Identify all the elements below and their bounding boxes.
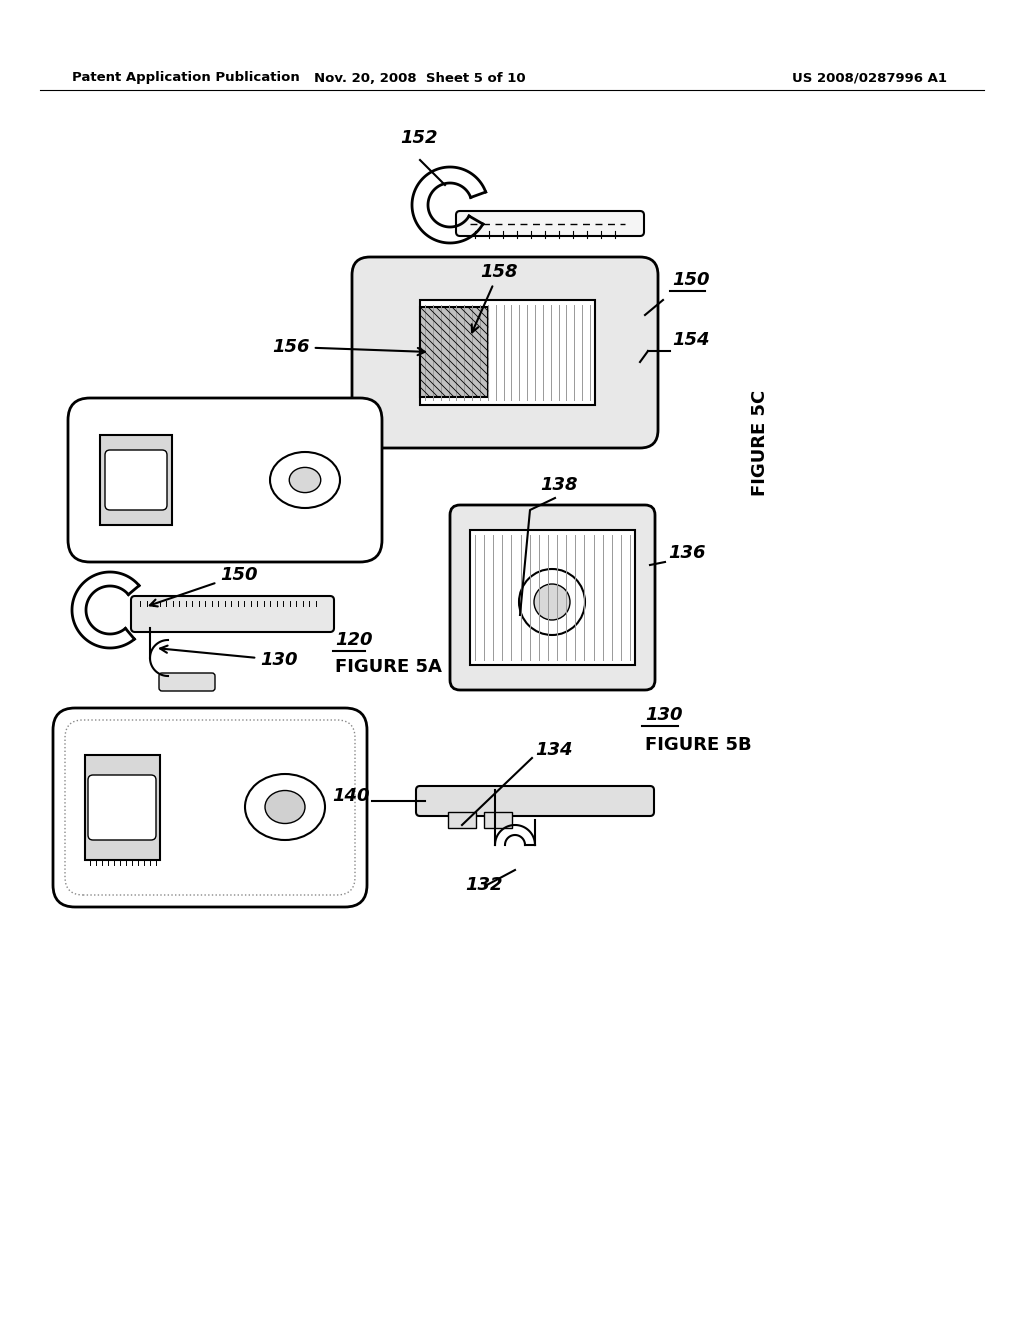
- FancyBboxPatch shape: [88, 775, 156, 840]
- Bar: [420, 300, 595, 405]
- Bar: [85, 755, 160, 861]
- Text: 130: 130: [160, 645, 298, 669]
- Text: 154: 154: [672, 331, 710, 348]
- Text: 130: 130: [645, 706, 683, 723]
- Text: 132: 132: [465, 876, 503, 894]
- Ellipse shape: [245, 774, 325, 840]
- FancyBboxPatch shape: [131, 597, 334, 632]
- Text: 150: 150: [672, 271, 710, 289]
- Text: Patent Application Publication: Patent Application Publication: [72, 71, 300, 84]
- FancyBboxPatch shape: [68, 399, 382, 562]
- Bar: [449, 812, 476, 828]
- Text: 140: 140: [333, 787, 370, 805]
- Text: 150: 150: [150, 566, 257, 606]
- Bar: [100, 436, 172, 525]
- Bar: [420, 308, 488, 397]
- Ellipse shape: [289, 467, 321, 492]
- FancyBboxPatch shape: [159, 673, 215, 690]
- Text: FIGURE 5B: FIGURE 5B: [645, 737, 752, 754]
- FancyBboxPatch shape: [105, 450, 167, 510]
- Bar: [470, 531, 635, 665]
- Text: 136: 136: [668, 544, 706, 562]
- FancyBboxPatch shape: [456, 211, 644, 236]
- Ellipse shape: [270, 451, 340, 508]
- FancyBboxPatch shape: [352, 257, 658, 447]
- Text: FIGURE 5C: FIGURE 5C: [751, 389, 769, 496]
- FancyBboxPatch shape: [450, 506, 655, 690]
- Text: Nov. 20, 2008  Sheet 5 of 10: Nov. 20, 2008 Sheet 5 of 10: [314, 71, 525, 84]
- Text: US 2008/0287996 A1: US 2008/0287996 A1: [793, 71, 947, 84]
- Ellipse shape: [265, 791, 305, 824]
- Text: 138: 138: [540, 477, 578, 494]
- Text: 134: 134: [535, 741, 572, 759]
- Text: 158: 158: [472, 263, 517, 333]
- Bar: [484, 812, 512, 828]
- Circle shape: [534, 583, 570, 620]
- Text: FIGURE 5A: FIGURE 5A: [335, 657, 442, 676]
- Text: 120: 120: [335, 631, 373, 649]
- FancyBboxPatch shape: [53, 708, 367, 907]
- FancyBboxPatch shape: [416, 785, 654, 816]
- FancyBboxPatch shape: [65, 719, 355, 895]
- Text: 152: 152: [400, 129, 437, 147]
- Circle shape: [519, 569, 585, 635]
- Text: 156: 156: [272, 338, 425, 356]
